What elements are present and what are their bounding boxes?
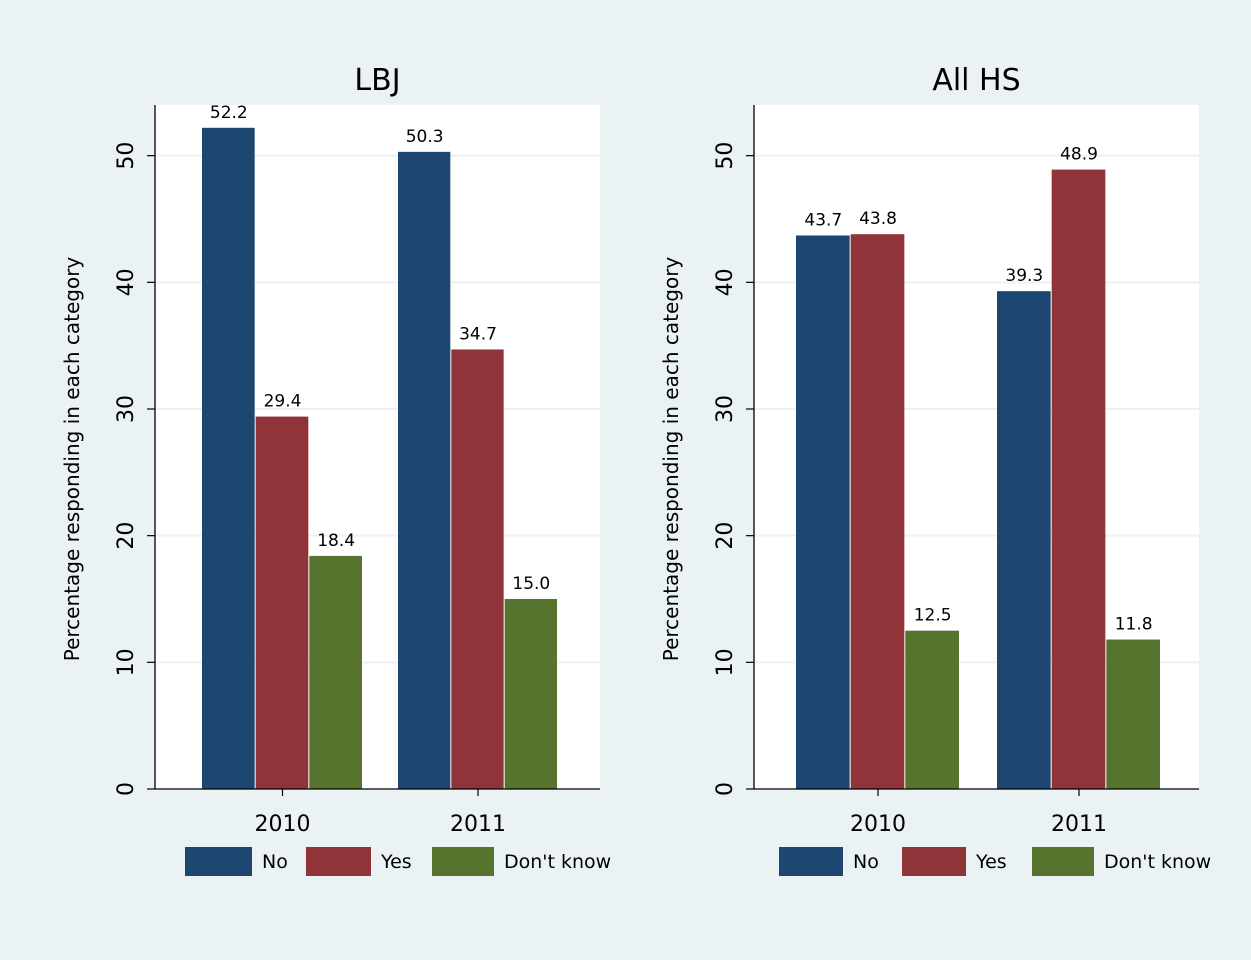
data-label: 11.8 [1115,615,1153,635]
y-tick-label: 20 [713,522,738,550]
y-tick-label: 40 [114,268,139,296]
y-tick-label: 30 [713,395,738,423]
chart-panels: 52.229.418.4201050.334.715.0201101020304… [60,63,1211,876]
x-tick-label: 2011 [1051,812,1107,837]
legend-label: Yes [380,851,412,873]
legend-label: No [262,851,288,873]
chart-title: All HS [932,63,1020,98]
chart-panel-1: 52.2 29.4 18.4 2010 50.3 34.7 15.0 2011 0 10 20 30 4… [60,63,611,876]
bar-yes-2010 [850,234,905,789]
bar-no-2011 [997,291,1051,789]
y-tick-label: 0 [713,782,738,796]
chart-title: LBJ [354,63,400,98]
bar-yes-2010 [255,416,309,789]
data-label: 50.3 [406,127,444,147]
x-tick-label: 2011 [450,812,506,837]
bar-don-t-know-2010 [309,555,362,789]
legend-swatch-no [779,847,843,876]
data-label: 29.4 [264,392,302,412]
bar-don-t-know-2011 [1106,639,1160,789]
bar-no-2010 [796,235,850,789]
legend-label: Don't know [1104,851,1211,873]
y-tick-label: 10 [713,648,738,676]
y-tick-label: 0 [114,782,139,796]
y-tick-label: 20 [114,522,139,550]
data-label: 43.8 [859,209,897,229]
legend-swatch-yes [902,847,966,876]
legend-swatch-yes [306,847,371,876]
x-tick-label: 2010 [850,812,906,837]
data-label: 39.3 [1005,266,1043,286]
y-tick-label: 50 [713,142,738,170]
y-tick-label: 50 [114,142,139,170]
legend-label: Yes [975,851,1007,873]
data-label: 48.9 [1060,145,1098,165]
bar-don-t-know-2011 [504,599,557,789]
chart-panel-2: 43.7 43.8 12.5 2010 39.3 48.9 11.8 2011 0 10 20 30 4… [659,63,1211,876]
x-tick-label: 2010 [255,812,311,837]
legend: No Yes Don't know [779,847,1211,876]
legend-swatch-don-t-know [432,847,494,876]
bar-yes-2011 [451,349,504,789]
data-label: 43.7 [804,210,842,230]
legend-swatch-no [185,847,252,876]
legend-label: No [853,851,879,873]
legend: No Yes Don't know [185,847,611,876]
legend-swatch-don-t-know [1032,847,1094,876]
y-tick-label: 30 [114,395,139,423]
data-label: 18.4 [317,531,355,551]
y-axis-title: Percentage responding in each category [60,257,84,662]
data-label: 34.7 [459,324,497,344]
y-tick-label: 40 [713,268,738,296]
data-label: 52.2 [210,103,248,123]
bar-don-t-know-2010 [905,630,959,789]
legend-label: Don't know [504,851,611,873]
bar-no-2010 [202,127,255,790]
data-label: 15.0 [512,574,550,594]
y-tick-label: 10 [114,648,139,676]
y-axis-title: Percentage responding in each category [659,257,683,662]
bar-no-2011 [398,151,451,789]
bar-yes-2011 [1051,169,1106,790]
data-label: 12.5 [914,606,952,626]
